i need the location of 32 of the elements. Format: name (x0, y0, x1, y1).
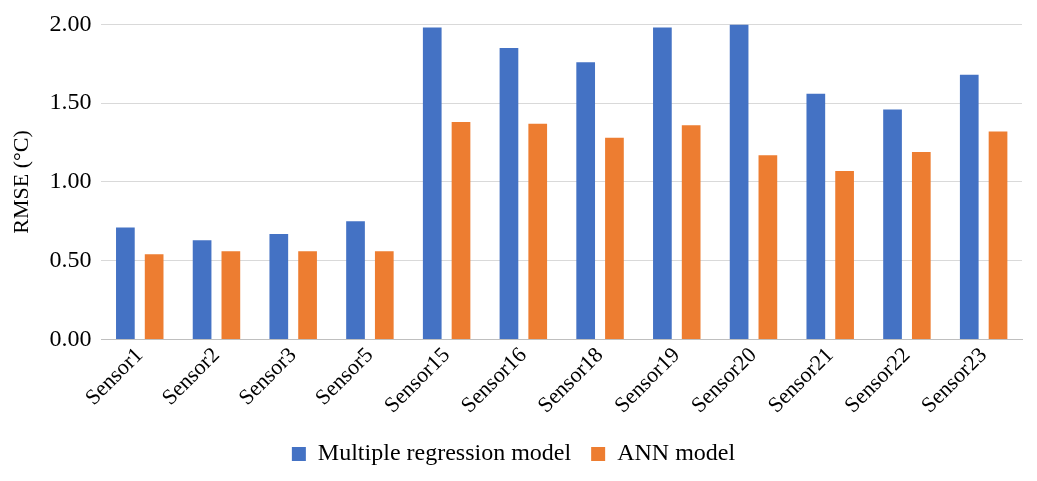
bar (528, 123, 548, 339)
bar (192, 240, 212, 339)
bar (374, 251, 394, 339)
bar (576, 62, 596, 339)
bar (988, 131, 1008, 339)
y-tick-label: 0.00 (49, 324, 92, 351)
y-tick-label: 2.00 (49, 9, 92, 36)
legend-label: Multiple regression model (317, 439, 572, 466)
legend-label: ANN model (617, 439, 736, 466)
y-tick-label: 0.50 (49, 245, 92, 272)
y-tick-label: 1.50 (49, 88, 92, 115)
bar (346, 221, 365, 339)
bar (835, 170, 854, 339)
bar (269, 233, 289, 339)
bar (298, 251, 317, 339)
y-tick-label: 1.00 (49, 167, 92, 194)
bar (144, 254, 164, 339)
bar (758, 155, 778, 339)
bar (221, 251, 241, 339)
bar (422, 27, 442, 339)
bar (681, 125, 701, 339)
y-axis-title: RMSE (°C) (7, 130, 33, 234)
bar (116, 227, 135, 339)
bar (653, 27, 672, 339)
bar (499, 48, 519, 339)
bar (883, 109, 902, 339)
bar (605, 137, 624, 339)
bar (451, 122, 471, 339)
bar (959, 74, 979, 339)
bar (806, 93, 826, 339)
bar (911, 151, 931, 339)
bar (729, 24, 749, 339)
